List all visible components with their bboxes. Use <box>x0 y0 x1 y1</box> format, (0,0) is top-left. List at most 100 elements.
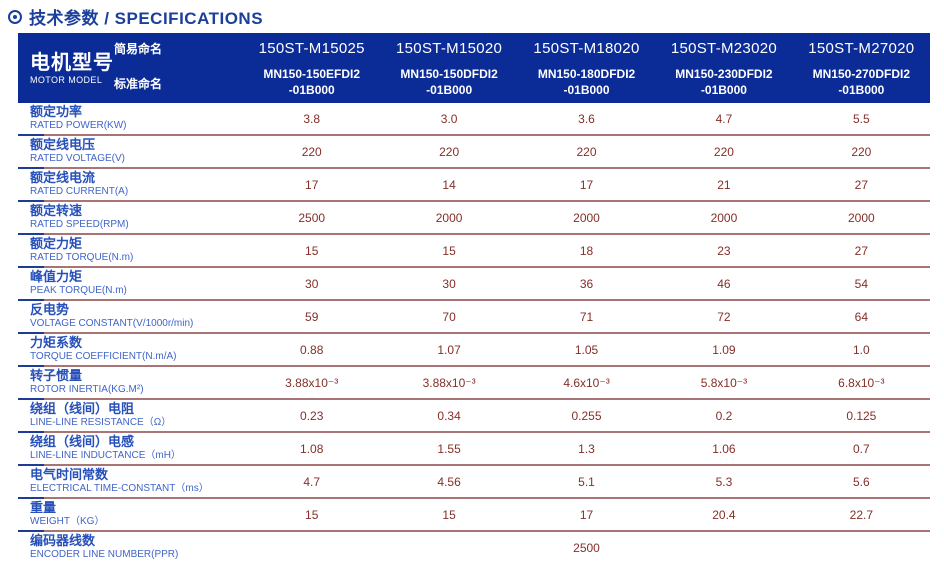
table-row: 额定线电压 RATED VOLTAGE(V) 220 220 220 220 220 <box>18 136 930 167</box>
value-cell: 1.55 <box>437 441 461 456</box>
row-label: 额定线电流 RATED CURRENT(A) <box>18 170 243 197</box>
value-cell: 4.56 <box>437 474 461 489</box>
row-label-en: TORQUE COEFFICIENT(N.m/A) <box>30 351 177 363</box>
row-label-zh: 反电势 <box>30 302 70 318</box>
value-cell: 3.88x10⁻³ <box>422 375 476 390</box>
row-label-en: LINE-LINE INDUCTANCE（mH） <box>30 450 181 462</box>
model-standard-name: MN150-150EFDI2 -01B000 <box>263 63 360 103</box>
row-divider <box>18 233 930 235</box>
row-divider <box>18 167 930 169</box>
value-cell: 5.5 <box>852 111 870 126</box>
value-cell: 3.88x10⁻³ <box>285 375 339 390</box>
value-cell: 5.8x10⁻³ <box>700 375 748 390</box>
value-cell: 22.7 <box>849 507 873 522</box>
value-cell: 5.1 <box>578 474 595 489</box>
table-row: 峰值力矩 PEAK TORQUE(N.m) 30 30 36 46 54 <box>18 268 930 299</box>
row-label-zh: 转子惯量 <box>30 368 83 384</box>
row-label-en: LINE-LINE RESISTANCE（Ω） <box>30 417 172 429</box>
value-cell: 72 <box>717 309 731 324</box>
model-standard-name: MN150-150DFDI2 -01B000 <box>400 63 497 103</box>
value-cell: 0.2 <box>715 408 733 423</box>
model-standard-name-line1: MN150-150DFDI2 <box>400 67 498 81</box>
model-simple-name: 150ST-M18020 <box>533 39 640 57</box>
row-label: 重量 WEIGHT（KG） <box>18 500 243 527</box>
value-cell: 15 <box>442 507 456 522</box>
specifications-table: 电机型号 MOTOR MODEL 简易命名 标准命名 150ST-M15025 … <box>18 33 930 563</box>
row-label: 峰值力矩 PEAK TORQUE(N.m) <box>18 269 243 296</box>
value-cell: 0.125 <box>846 408 877 423</box>
model-standard-name-line1: MN150-180DFDI2 <box>537 67 636 81</box>
row-label: 额定转速 RATED SPEED(RPM) <box>18 203 243 230</box>
table-row: 绕组（线间）电感 LINE-LINE INDUCTANCE（mH） 1.08 1.… <box>18 433 930 464</box>
row-label-en: RATED POWER(KW) <box>30 120 127 132</box>
row-label-en: RATED VOLTAGE(V) <box>30 153 126 165</box>
row-label-en: ENCODER LINE NUMBER(PPR) <box>30 549 179 561</box>
page-title-text: 技术参数 / SPECIFICATIONS <box>29 9 264 28</box>
value-cell: 14 <box>442 177 456 192</box>
row-divider <box>18 530 930 532</box>
row-label: 反电势 VOLTAGE CONSTANT(V/1000r/min) <box>18 302 243 329</box>
value-cell: 17 <box>579 177 594 192</box>
page-title: 技术参数 / SPECIFICATIONS <box>0 0 944 33</box>
value-cell: 21 <box>717 177 731 192</box>
simple-name-label: 简易命名 <box>114 41 163 56</box>
value-cell: 54 <box>854 276 868 291</box>
row-divider <box>18 332 930 334</box>
row-divider <box>18 398 930 400</box>
row-label: 编码器线数 ENCODER LINE NUMBER(PPR) <box>18 533 243 561</box>
value-cell-merged: 2500 <box>573 540 600 555</box>
value-cell: 2000 <box>847 210 875 225</box>
value-cell: 3.8 <box>303 111 321 126</box>
value-cell: 71 <box>579 309 594 324</box>
value-cell: 46 <box>717 276 731 291</box>
value-cell: 23 <box>717 243 731 258</box>
row-label: 额定线电压 RATED VOLTAGE(V) <box>18 137 243 165</box>
value-cell: 30 <box>442 276 456 291</box>
model-simple-name: 150ST-M23020 <box>670 39 777 57</box>
value-cell: 17 <box>579 507 594 522</box>
model-standard-name-line2: -01B000 <box>563 82 610 97</box>
model-standard-name-line2: -01B000 <box>838 82 885 97</box>
value-cell: 1.07 <box>437 342 461 357</box>
table-row: 额定转速 RATED SPEED(RPM) 2500 2000 2000 2000 20… <box>18 202 930 233</box>
table-row: 电气时间常数 ELECTRICAL TIME-CONSTANT（ms） 4.7 4… <box>18 466 930 497</box>
value-cell: 4.7 <box>303 474 321 489</box>
model-column-header: 150ST-M27020 MN150-270DFDI2 -01B000 <box>793 33 930 103</box>
model-standard-name-line2: -01B000 <box>700 82 747 97</box>
row-divider <box>18 266 930 268</box>
value-cell: 27 <box>854 177 868 192</box>
model-standard-name: MN150-180DFDI2 -01B000 <box>538 63 635 103</box>
value-cell: 5.6 <box>852 474 870 489</box>
row-label: 力矩系数 TORQUE COEFFICIENT(N.m/A) <box>18 335 243 363</box>
model-standard-name-line2: -01B000 <box>288 82 335 97</box>
value-cell: 2500 <box>298 210 326 225</box>
value-cell: 1.0 <box>852 342 870 357</box>
value-cell: 20.4 <box>712 507 736 522</box>
table-row: 编码器线数 ENCODER LINE NUMBER(PPR) 2500 <box>18 532 930 563</box>
row-divider <box>18 431 930 433</box>
value-cell: 0.34 <box>437 408 461 423</box>
row-label-zh: 电气时间常数 <box>30 467 109 483</box>
value-cell: 4.7 <box>715 111 733 126</box>
table-row: 反电势 VOLTAGE CONSTANT(V/1000r/min) 59 70 71… <box>18 301 930 332</box>
value-cell: 220 <box>439 144 460 159</box>
row-label-zh: 额定力矩 <box>30 236 83 252</box>
naming-label-column: 简易命名 标准命名 <box>114 33 243 103</box>
row-label-zh: 绕组（线间）电阻 <box>30 401 135 417</box>
row-label: 转子惯量 ROTOR INERTIA(KG.M²) <box>18 368 243 395</box>
row-divider <box>18 497 930 499</box>
value-cell: 220 <box>851 144 872 159</box>
value-cell: 0.255 <box>571 408 602 423</box>
row-label: 额定功率 RATED POWER(KW) <box>18 104 243 132</box>
table-row: 绕组（线间）电阻 LINE-LINE RESISTANCE（Ω） 0.23 0.3… <box>18 400 930 431</box>
row-divider <box>18 464 930 466</box>
value-cell: 27 <box>854 243 868 258</box>
standard-name-label: 标准命名 <box>114 76 163 91</box>
model-simple-name: 150ST-M15025 <box>258 39 365 57</box>
row-label-zh: 额定转速 <box>30 203 83 219</box>
table-header: 电机型号 MOTOR MODEL 简易命名 标准命名 150ST-M15025 … <box>18 33 930 103</box>
value-cell: 5.3 <box>715 474 733 489</box>
value-cell: 15 <box>442 243 456 258</box>
table-row: 转子惯量 ROTOR INERTIA(KG.M²) 3.88x10⁻³ 3.88x… <box>18 367 930 398</box>
model-simple-name: 150ST-M15020 <box>396 39 503 57</box>
